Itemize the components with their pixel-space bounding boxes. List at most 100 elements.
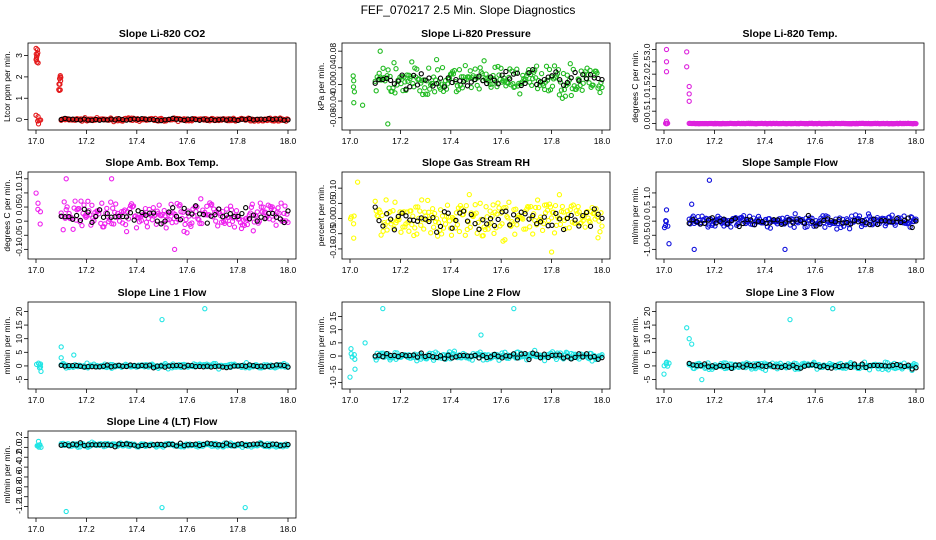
x-tick-label: 17.6 — [179, 136, 196, 146]
y-tick-label: -0.05 — [328, 224, 338, 244]
x-tick-label: 17.2 — [392, 395, 409, 405]
data-point — [528, 203, 534, 210]
data-point — [451, 67, 458, 74]
data-point — [254, 209, 260, 215]
data-point — [374, 212, 380, 219]
data-point — [663, 46, 670, 53]
data-point — [380, 223, 386, 229]
x-tick-label: 18.0 — [594, 265, 611, 275]
y-tick-label: 1 — [14, 96, 24, 101]
data-point — [490, 72, 496, 79]
data-point — [359, 102, 366, 108]
data-point — [787, 316, 793, 323]
x-tick-label: 18.0 — [908, 395, 925, 405]
data-point — [73, 212, 80, 219]
data-point — [566, 225, 572, 231]
data-point — [686, 83, 692, 90]
data-point — [786, 217, 792, 223]
data-point — [480, 77, 486, 84]
y-tick-label: -0.5 — [642, 228, 652, 243]
data-point — [422, 216, 428, 222]
data-point — [530, 231, 536, 237]
data-point — [547, 204, 554, 210]
x-tick-label: 17.4 — [757, 136, 774, 146]
data-point — [122, 221, 129, 228]
data-point — [426, 218, 432, 225]
data-point — [532, 75, 539, 81]
data-point — [260, 204, 266, 210]
data-point — [665, 223, 671, 229]
plot-frame — [341, 171, 611, 260]
data-point — [422, 77, 428, 83]
data-point — [587, 67, 593, 74]
data-point — [472, 66, 478, 72]
y-tick-label: -0.04 — [328, 91, 338, 111]
data-point — [189, 220, 195, 226]
panel-8: Slope Line 2 Flow 17.0 17.2 17.4 17.6 17.8 18.… — [316, 287, 611, 405]
x-tick-label: 17.0 — [28, 136, 45, 146]
data-point — [453, 217, 459, 224]
data-point — [459, 85, 466, 91]
data-point — [701, 220, 708, 226]
data-point — [372, 204, 378, 210]
data-point — [705, 217, 712, 223]
x-tick-label: 17.8 — [229, 524, 246, 534]
data-point — [576, 223, 582, 229]
data-point — [70, 216, 76, 222]
data-point — [496, 205, 502, 211]
plot-frame — [341, 42, 611, 131]
data-point — [541, 202, 548, 208]
y-tick-label: -0.10 — [328, 239, 338, 259]
data-point — [828, 365, 835, 371]
data-point — [590, 82, 596, 88]
data-point — [414, 82, 421, 88]
data-point — [244, 221, 251, 228]
data-point — [414, 218, 421, 224]
x-tick-label: 17.6 — [807, 136, 824, 146]
data-point — [564, 79, 571, 86]
data-point — [58, 344, 64, 350]
x-tick-label: 17.2 — [706, 265, 723, 275]
data-point — [410, 80, 416, 87]
plot-frame — [27, 430, 297, 519]
data-point — [462, 62, 468, 69]
data-point — [541, 214, 547, 220]
data-point — [721, 216, 727, 222]
data-point — [530, 66, 536, 73]
data-point — [790, 362, 796, 368]
data-point — [689, 201, 695, 207]
data-point — [548, 215, 555, 221]
data-point — [426, 65, 432, 71]
data-point — [64, 204, 70, 210]
x-tick-label: 17.8 — [229, 136, 246, 146]
data-point — [599, 215, 605, 222]
y-tick-label: 0.0 — [642, 215, 652, 227]
x-tick-label: 17.0 — [28, 524, 45, 534]
data-point — [403, 213, 409, 219]
data-point — [158, 221, 164, 227]
data-point — [166, 209, 172, 215]
data-point — [177, 217, 184, 223]
data-point — [913, 218, 919, 224]
data-point — [551, 63, 558, 69]
data-point — [587, 72, 594, 78]
data-point — [138, 217, 145, 224]
y-tick-label: 0.10 — [328, 180, 338, 197]
data-point — [372, 198, 378, 204]
data-point — [684, 325, 690, 331]
x-tick-label: 18.0 — [594, 136, 611, 146]
data-point — [351, 89, 358, 95]
data-point — [851, 361, 858, 367]
data-point — [58, 74, 64, 81]
data-point — [284, 211, 290, 217]
y-tick-label: -5 — [14, 376, 24, 384]
data-point — [60, 227, 66, 233]
data-point — [579, 87, 585, 93]
data-point — [599, 354, 605, 361]
data-point — [384, 75, 390, 81]
x-tick-label: 17.0 — [656, 265, 673, 275]
data-point — [480, 352, 486, 359]
data-point — [551, 230, 558, 236]
data-point — [410, 72, 417, 79]
data-point — [556, 92, 563, 98]
